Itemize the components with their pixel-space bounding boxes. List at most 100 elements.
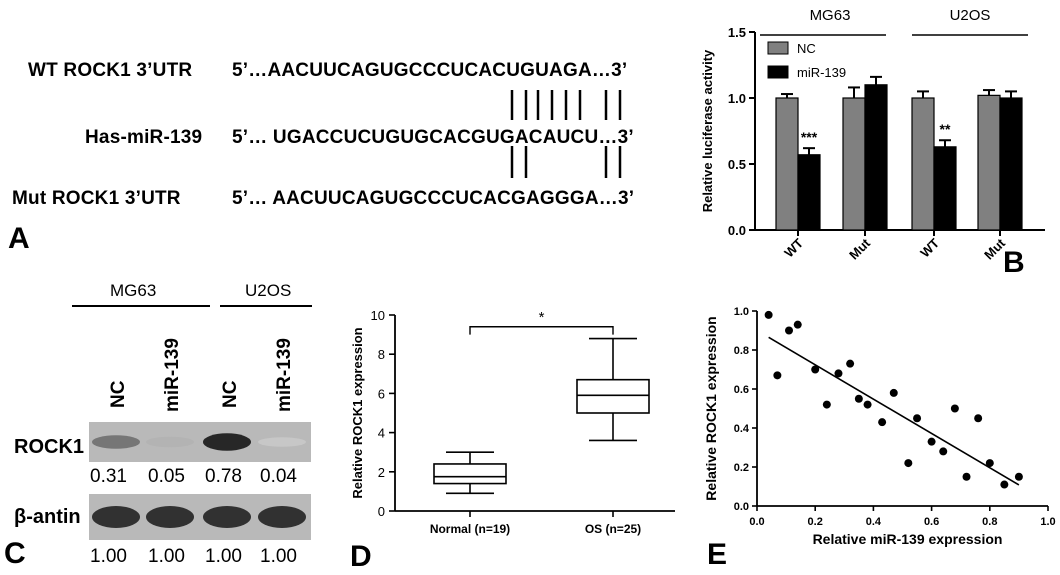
blot-rock1 [89,422,311,462]
scatter-point [962,472,971,481]
scatter-point [985,459,994,468]
blot-band [203,506,251,528]
scatter-point [1014,472,1023,481]
scatter-point [889,388,898,397]
wb-row-label-actin: β-antin [14,506,81,528]
rock1-value-2: 0.05 [148,466,185,487]
x-axis-label: Relative miR-139 expression [813,531,1003,547]
significance-label: ** [940,121,951,137]
legend-label: miR-139 [797,65,846,80]
group-label-u2os: U2OS [950,7,991,24]
wt-label: WT ROCK1 3’UTR [28,60,193,81]
bar [999,97,1023,231]
group-line-mg63 [72,305,210,307]
y-tick-label: 0 [378,504,385,519]
pairing-lines [510,90,622,178]
y-tick-label: 8 [378,347,385,362]
y-tick-label: 1.5 [728,25,746,40]
scatter-point [974,414,983,423]
scatter-point [785,326,794,335]
scatter-point [811,365,820,374]
mir-label: Has-miR-139 [85,127,203,148]
y-tick-label: 1.0 [734,306,749,318]
scatter-point [773,371,782,380]
bar [842,97,866,231]
group-label-mg63: MG63 [810,7,851,24]
blot-band [258,437,306,447]
legend-swatch [767,65,789,79]
wt-sequence: 5’…AACUUCAGUGCCCUCACUGUAGA…3’ [232,60,628,81]
lane-label-3: NC [220,380,241,408]
scatter-point [834,369,843,378]
y-tick-label: 1.0 [728,91,746,106]
box [576,378,650,414]
actin-value-2: 1.00 [148,546,185,567]
blot-band [203,433,251,451]
y-tick-label: 6 [378,386,385,401]
actin-value-1: 1.00 [90,546,127,567]
box [433,463,507,485]
significance-bracket [469,326,614,335]
bar [977,94,1001,231]
y-tick-label: 4 [378,426,385,441]
blot-band [258,506,306,528]
panel-d-chart: 0 2 4 6 8 10 Relative ROCK1 expression Normal (… [350,308,675,536]
lane-label-4: miR-139 [274,338,295,412]
panel-letter-a: A [8,222,30,255]
x-tick-label: OS (n=25) [585,522,641,536]
regression-line [768,336,1020,486]
panel-b-chart: 0.0 0.5 1.0 1.5 Relative luciferase activity… [700,7,1045,262]
scatter-point [793,320,802,329]
rock1-value-1: 0.31 [90,466,127,487]
lane-label-1: NC [108,380,129,408]
scatter-point [878,418,887,427]
x-tick-label: Mut [846,235,873,262]
bar [911,97,935,231]
panel-letter-e: E [707,538,728,571]
scatter-point [904,459,913,468]
bar [797,154,821,231]
scatter-point [927,437,936,446]
scatter-point [822,400,831,409]
actin-value-4: 1.00 [260,546,297,567]
y-tick-label: 2 [378,465,385,480]
wb-row-label-rock1: ROCK1 [14,436,85,458]
bar [775,97,799,231]
y-tick-label: 0.6 [734,384,749,396]
mut-label: Mut ROCK1 3’UTR [12,188,181,209]
x-tick-label: 0.4 [866,516,882,528]
mir-sequence: 5’… UGACCUCUGUGCACGUGACAUCU…3’ [232,127,634,148]
wb-group-u2os: U2OS [245,281,292,300]
y-axis-label: Relative luciferase activity [700,49,715,212]
y-tick-label: 10 [371,308,385,323]
scatter-point [846,359,855,368]
scatter-point [939,447,948,456]
x-tick-label: 0.6 [924,516,939,528]
scatter-point [950,404,959,413]
y-tick-label: 0.0 [734,501,749,513]
panel-letter-d: D [350,540,372,573]
legend-label: NC [797,41,816,56]
panel-e-chart: 0.0 0.2 0.4 0.6 0.8 1.0 0.0 0.2 0.4 0.6 0.8 1.0 Rela… [703,306,1056,547]
scatter-point [913,414,922,423]
y-tick-label: 0.5 [728,157,746,172]
bar [933,146,957,231]
y-tick-label: 0.0 [728,223,746,238]
rock1-value-3: 0.78 [205,466,242,487]
blot-actin [89,494,311,540]
panel-letter-c: C [4,537,26,570]
mut-sequence: 5’… AACUUCAGUGCCCUCACGAGGGA…3’ [232,188,635,209]
scatter-point [764,310,773,319]
significance-label: * [539,309,545,326]
lane-label-2: miR-139 [162,338,183,412]
x-tick-label: 0.8 [982,516,997,528]
x-tick-label: 0.0 [749,516,764,528]
y-tick-label: 0.8 [734,345,749,357]
bar [864,84,888,231]
scatter-point [1000,480,1009,489]
scatter-point [863,400,872,409]
actin-value-3: 1.00 [205,546,242,567]
x-tick-label: 0.2 [808,516,823,528]
y-tick-label: 0.4 [734,423,750,435]
blot-band [92,506,140,528]
